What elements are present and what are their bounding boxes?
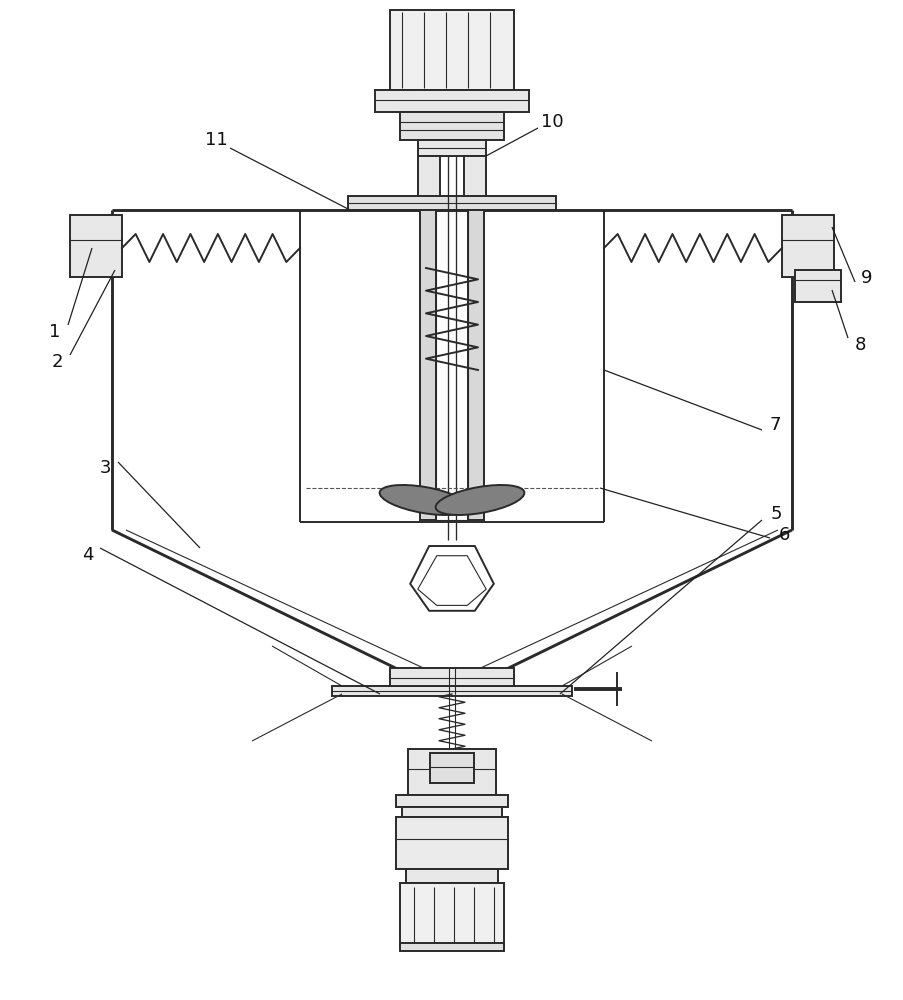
Bar xyxy=(407,749,496,795)
Text: 9: 9 xyxy=(861,269,871,287)
Bar xyxy=(375,90,528,112)
Ellipse shape xyxy=(435,485,524,515)
Bar xyxy=(430,753,473,783)
Bar xyxy=(399,943,504,951)
Bar xyxy=(389,10,514,90)
Bar xyxy=(399,883,504,947)
Bar xyxy=(781,215,833,277)
Bar xyxy=(399,112,504,140)
Text: 7: 7 xyxy=(768,416,780,434)
Text: 4: 4 xyxy=(82,546,94,564)
Text: 5: 5 xyxy=(769,505,781,523)
Text: 11: 11 xyxy=(204,131,228,149)
Text: 8: 8 xyxy=(853,336,865,354)
Text: 3: 3 xyxy=(99,459,111,477)
Bar xyxy=(468,210,483,520)
Text: 6: 6 xyxy=(777,526,789,544)
Bar xyxy=(420,210,435,520)
Bar xyxy=(463,156,486,198)
Bar xyxy=(389,668,514,686)
Bar xyxy=(331,686,572,696)
Bar xyxy=(396,817,507,869)
Bar xyxy=(402,807,501,817)
Text: 10: 10 xyxy=(540,113,563,131)
Bar xyxy=(794,270,840,302)
Bar xyxy=(417,140,486,156)
Bar xyxy=(405,869,498,883)
Bar xyxy=(417,156,440,198)
Ellipse shape xyxy=(379,485,468,515)
Bar xyxy=(348,196,555,210)
Text: 2: 2 xyxy=(51,353,62,371)
Bar xyxy=(70,215,122,277)
Text: 1: 1 xyxy=(50,323,61,341)
Bar xyxy=(396,795,507,807)
Bar xyxy=(435,210,468,520)
